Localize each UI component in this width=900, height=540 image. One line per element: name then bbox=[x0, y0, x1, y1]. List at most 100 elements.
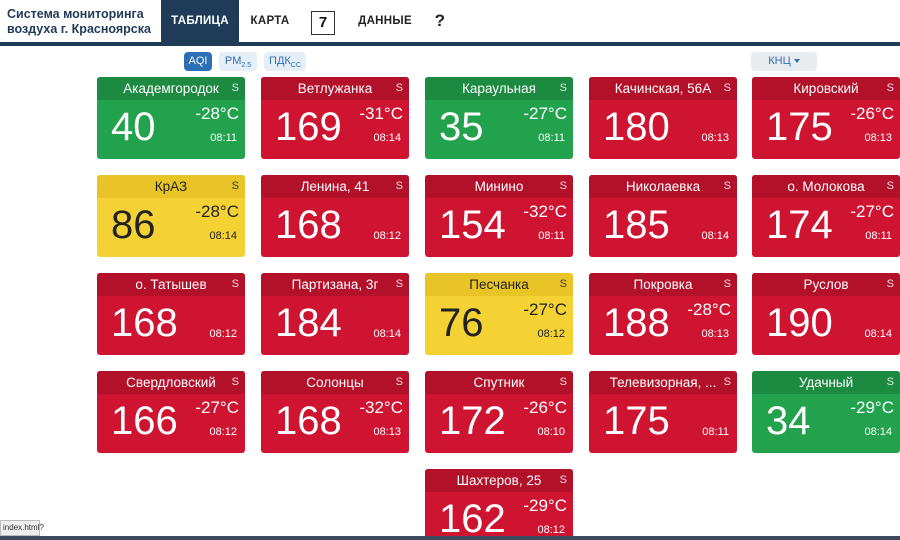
aqi-value: 190 bbox=[766, 301, 833, 345]
update-time: 08:12 bbox=[373, 230, 401, 242]
temperature: -27°C bbox=[850, 202, 894, 221]
station-card[interactable]: Солонцы S 168 -32°C 08:13 bbox=[261, 371, 409, 453]
sensor-badge[interactable]: S bbox=[559, 82, 567, 94]
sensor-badge[interactable]: S bbox=[723, 180, 731, 192]
sensor-badge[interactable]: S bbox=[231, 180, 239, 192]
sensor-badge[interactable]: S bbox=[886, 82, 894, 94]
mode-pm-label: PM bbox=[224, 55, 242, 67]
sensor-badge[interactable]: S bbox=[395, 278, 403, 290]
station-name: Ветлужанка S bbox=[261, 77, 409, 100]
aqi-value: 174 bbox=[766, 203, 833, 247]
station-name-text: о. Молокова bbox=[787, 179, 865, 194]
station-card[interactable]: Минино S 154 -32°C 08:11 bbox=[425, 175, 573, 257]
temperature: -32°C bbox=[359, 398, 403, 417]
tab-help[interactable]: ? bbox=[434, 11, 446, 30]
station-card[interactable]: Удачный S 34 -29°C 08:14 bbox=[752, 371, 900, 453]
station-card[interactable]: Ленина, 41 S 168 08:12 bbox=[261, 175, 409, 257]
window-bottom-edge bbox=[0, 536, 900, 540]
station-card[interactable]: Телевизорная, ... S 175 08:11 bbox=[589, 371, 737, 453]
aqi-value: 166 bbox=[111, 399, 178, 443]
sensor-badge[interactable]: S bbox=[231, 278, 239, 290]
sensor-badge[interactable]: S bbox=[395, 376, 403, 388]
station-card[interactable]: Руслов S 190 08:14 bbox=[752, 273, 900, 355]
update-time: 08:11 bbox=[538, 132, 565, 144]
station-name-text: Руслов bbox=[803, 277, 849, 292]
sensor-badge[interactable]: S bbox=[723, 376, 731, 388]
sensor-badge[interactable]: S bbox=[886, 376, 894, 388]
update-time: 08:13 bbox=[701, 132, 729, 144]
station-name-text: Телевизорная, ... bbox=[609, 375, 717, 390]
sensor-badge[interactable]: S bbox=[559, 180, 567, 192]
mode-aqi-button[interactable]: AQI bbox=[184, 52, 212, 71]
station-card[interactable]: о. Татышев S 168 08:12 bbox=[97, 273, 245, 355]
temperature: -32°C bbox=[523, 202, 567, 221]
sensor-badge[interactable]: S bbox=[559, 474, 567, 486]
mode-pdk-button[interactable]: ПДКСС bbox=[264, 52, 306, 71]
sensor-badge[interactable]: S bbox=[886, 278, 894, 290]
station-card[interactable]: Караульная S 35 -27°C 08:11 bbox=[425, 77, 573, 159]
sort-dropdown[interactable]: КНЦ bbox=[751, 52, 817, 71]
update-time: 08:13 bbox=[373, 426, 401, 438]
station-card[interactable]: Ветлужанка S 169 -31°C 08:14 bbox=[261, 77, 409, 159]
aqi-value: 168 bbox=[111, 301, 178, 345]
station-card[interactable]: Качинская, 56А S 180 08:13 bbox=[589, 77, 737, 159]
station-name: Партизана, 3г S bbox=[261, 273, 409, 296]
station-card[interactable]: Песчанка S 76 -27°C 08:12 bbox=[425, 273, 573, 355]
station-card[interactable]: Свердловский S 166 -27°C 08:12 bbox=[97, 371, 245, 453]
station-name: Качинская, 56А S bbox=[589, 77, 737, 100]
station-card[interactable]: о. Молокова S 174 -27°C 08:11 bbox=[752, 175, 900, 257]
station-card[interactable]: Спутник S 172 -26°C 08:10 bbox=[425, 371, 573, 453]
station-name: Кировский S bbox=[752, 77, 900, 100]
aqi-value: 185 bbox=[603, 203, 670, 247]
station-name: Караульная S bbox=[425, 77, 573, 100]
station-name: Руслов S bbox=[752, 273, 900, 296]
station-name-text: Партизана, 3г bbox=[291, 277, 379, 292]
aqi-value: 40 bbox=[111, 105, 156, 149]
update-time: 08:14 bbox=[864, 328, 892, 340]
update-time: 08:11 bbox=[538, 230, 565, 242]
update-time: 08:10 bbox=[537, 426, 565, 438]
station-card[interactable]: Покровка S 188 -28°C 08:13 bbox=[589, 273, 737, 355]
tab-data[interactable]: ДАННЫЕ bbox=[358, 15, 412, 27]
sort-label: КНЦ bbox=[768, 55, 791, 67]
station-card[interactable]: КрАЗ S 86 -28°C 08:14 bbox=[97, 175, 245, 257]
sensor-badge[interactable]: S bbox=[886, 180, 894, 192]
sensor-badge[interactable]: S bbox=[559, 278, 567, 290]
station-card[interactable]: Кировский S 175 -26°C 08:13 bbox=[752, 77, 900, 159]
station-name: Шахтеров, 25 S bbox=[425, 469, 573, 492]
sensor-badge[interactable]: S bbox=[723, 278, 731, 290]
tab-table[interactable]: ТАБЛИЦА bbox=[161, 0, 239, 46]
station-card[interactable]: Партизана, 3г S 184 08:14 bbox=[261, 273, 409, 355]
aqi-value: 175 bbox=[766, 105, 833, 149]
sensor-badge[interactable]: S bbox=[559, 376, 567, 388]
station-name: Николаевка S bbox=[589, 175, 737, 198]
station-name: Телевизорная, ... S bbox=[589, 371, 737, 394]
station-card[interactable]: Шахтеров, 25 S 162 -29°C 08:12 bbox=[425, 469, 573, 540]
update-time: 08:13 bbox=[701, 328, 729, 340]
count-badge[interactable]: 7 bbox=[311, 11, 335, 35]
station-name: Спутник S bbox=[425, 371, 573, 394]
temperature: -27°C bbox=[523, 300, 567, 319]
update-time: 08:12 bbox=[209, 426, 237, 438]
sensor-badge[interactable]: S bbox=[231, 376, 239, 388]
update-time: 08:14 bbox=[373, 132, 401, 144]
mode-pm25-button[interactable]: PM2.5 bbox=[219, 52, 257, 71]
station-card[interactable]: Николаевка S 185 08:14 bbox=[589, 175, 737, 257]
temperature: -26°C bbox=[523, 398, 567, 417]
temperature: -28°C bbox=[195, 202, 239, 221]
sensor-badge[interactable]: S bbox=[231, 82, 239, 94]
aqi-value: 172 bbox=[439, 399, 506, 443]
update-time: 08:14 bbox=[701, 230, 729, 242]
brand-title[interactable]: Система мониторинга воздуха г. Красноярс… bbox=[7, 7, 151, 36]
sensor-badge[interactable]: S bbox=[395, 82, 403, 94]
station-card[interactable]: Академгородок S 40 -28°C 08:11 bbox=[97, 77, 245, 159]
update-time: 08:11 bbox=[210, 132, 237, 144]
sensor-badge[interactable]: S bbox=[395, 180, 403, 192]
station-name-text: о. Татышев bbox=[135, 277, 207, 292]
station-name-text: Ленина, 41 bbox=[300, 179, 370, 194]
tab-map[interactable]: КАРТА bbox=[250, 15, 290, 27]
mode-pdk-sub: СС bbox=[290, 62, 301, 70]
station-name: Свердловский S bbox=[97, 371, 245, 394]
station-name: о. Молокова S bbox=[752, 175, 900, 198]
sensor-badge[interactable]: S bbox=[723, 82, 731, 94]
